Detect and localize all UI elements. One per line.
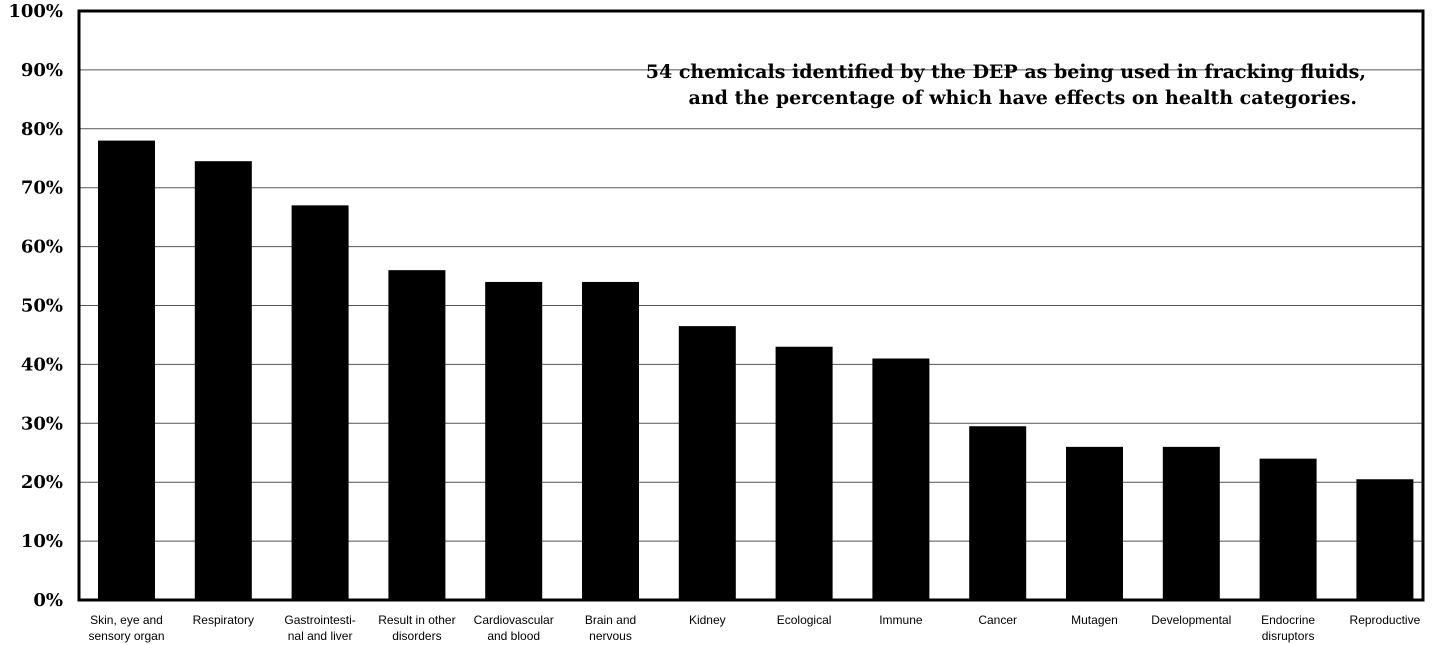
- y-tick-label: 20%: [21, 472, 63, 493]
- bar: [775, 346, 833, 600]
- bar: [1356, 479, 1414, 600]
- x-tick-label: Skin, eye and sensory organ: [88, 613, 164, 643]
- y-tick-label: 70%: [21, 178, 63, 199]
- x-tick-label-line: Brain and: [585, 613, 636, 627]
- x-tick-label: Kidney: [689, 613, 726, 627]
- y-tick-label: 50%: [21, 296, 63, 317]
- x-tick-label-line: Mutagen: [1071, 613, 1118, 627]
- x-tick-label: Endocrine disruptors: [1261, 613, 1315, 643]
- plot-frame: [77, 9, 1425, 602]
- x-tick-label: Developmental: [1151, 613, 1231, 627]
- x-tick-label-line: disorders: [392, 629, 441, 643]
- x-tick-label: Reproductive: [1350, 613, 1421, 627]
- bar: [291, 205, 349, 600]
- x-tick-label-line: Cardiovascular: [474, 613, 554, 627]
- x-tick-label-line: Immune: [879, 613, 923, 627]
- y-tick-label: 40%: [21, 354, 63, 375]
- bar: [872, 358, 930, 600]
- x-tick-label: Cancer: [978, 613, 1017, 627]
- x-tick-label: Gastrointesti-nal and liver: [284, 613, 355, 643]
- bar: [1066, 446, 1123, 600]
- x-tick-label: Result in other disorders: [378, 613, 455, 643]
- x-tick-label-line: nervous: [589, 629, 632, 643]
- bar: [388, 270, 446, 600]
- x-tick-label-line: sensory organ: [88, 629, 164, 643]
- x-tick-label-line: disruptors: [1262, 629, 1315, 643]
- bar: [485, 281, 543, 600]
- chart-title: 54 chemicals identified by the DEP as be…: [646, 61, 1366, 83]
- bar: [1259, 458, 1317, 600]
- y-axis-ticks: 0% 10% 20% 30% 40% 50% 60% 70% 80% 90% 100%: [8, 1, 63, 611]
- x-tick-label-line: and blood: [487, 629, 540, 643]
- bars: [98, 140, 1414, 600]
- x-tick-label-line: Respiratory: [193, 613, 254, 627]
- x-tick-label-line: Ecological: [777, 613, 832, 627]
- bar: [678, 326, 736, 600]
- y-tick-label: 90%: [21, 60, 63, 81]
- x-tick-label-line: Skin, eye and: [90, 613, 163, 627]
- bar: [1162, 446, 1220, 600]
- x-tick-label: Mutagen: [1071, 613, 1118, 627]
- y-tick-label: 0%: [33, 590, 63, 611]
- gridlines: [79, 69, 1423, 542]
- x-tick-label-line: Gastrointesti-: [284, 613, 355, 627]
- chart-subtitle: and the percentage of which have effects…: [689, 87, 1357, 109]
- bar: [98, 140, 155, 600]
- x-tick-label: Brain and nervous: [585, 613, 636, 643]
- x-tick-label-line: nal and liver: [288, 629, 353, 643]
- x-tick-label-line: Reproductive: [1350, 613, 1421, 627]
- x-tick-label-line: Result in other: [378, 613, 455, 627]
- x-tick-label: Ecological: [777, 613, 832, 627]
- x-tick-label: Respiratory: [193, 613, 254, 627]
- y-tick-label: 30%: [21, 413, 63, 434]
- y-tick-label: 80%: [21, 119, 63, 140]
- bar: [194, 161, 252, 600]
- x-tick-label-line: Kidney: [689, 613, 726, 627]
- bar: [969, 426, 1027, 600]
- x-tick-label: Cardiovascular and blood: [474, 613, 554, 643]
- x-tick-label-line: Cancer: [978, 613, 1017, 627]
- x-tick-label-line: Developmental: [1151, 613, 1231, 627]
- bar: [582, 281, 639, 600]
- x-axis-ticks: Skin, eye and sensory organ Respiratory Gas…: [88, 613, 1420, 643]
- y-tick-label: 100%: [8, 1, 63, 22]
- x-tick-label: Immune: [879, 613, 923, 627]
- y-tick-label: 60%: [21, 237, 63, 258]
- x-tick-label-line: Endocrine: [1261, 613, 1315, 627]
- y-tick-label: 10%: [21, 531, 63, 552]
